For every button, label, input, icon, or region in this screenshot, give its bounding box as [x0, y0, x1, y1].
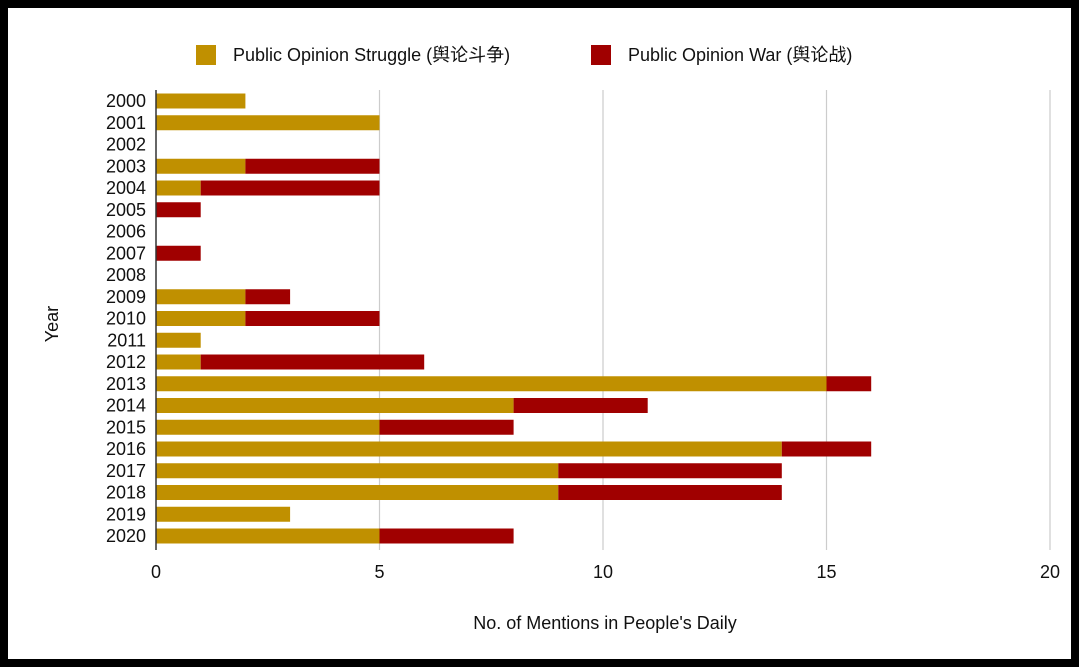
bar-struggle-2009 — [156, 289, 246, 305]
y-tick-label: 2019 — [106, 504, 146, 524]
bar-war-2007 — [156, 245, 201, 261]
y-tick-label: 2004 — [106, 178, 146, 198]
y-tick-label: 2010 — [106, 309, 146, 329]
bar-struggle-2020 — [156, 528, 380, 544]
legend-label-struggle: Public Opinion Struggle (舆论斗争) — [233, 45, 510, 65]
axes: 0 5 10 15 20 20002001200220032004200520062007… — [106, 90, 1060, 582]
x-tick-label: 20 — [1040, 562, 1060, 582]
bar-struggle-2017 — [156, 463, 559, 479]
x-tick-label: 10 — [593, 562, 613, 582]
bar-struggle-2000 — [156, 93, 246, 109]
y-tick-label: 2003 — [106, 156, 146, 176]
grid-lines — [378, 90, 1051, 550]
y-tick-label: 2000 — [106, 91, 146, 111]
bars — [156, 93, 872, 544]
legend-swatch-war — [591, 45, 611, 65]
bar-struggle-2012 — [156, 354, 201, 370]
y-tick-label: 2006 — [106, 222, 146, 242]
y-tick-label: 2017 — [106, 461, 146, 481]
y-tick-label: 2020 — [106, 526, 146, 546]
bar-war-2015 — [379, 419, 514, 435]
bar-struggle-2003 — [156, 158, 246, 174]
y-tick-label: 2016 — [106, 439, 146, 459]
bar-war-2005 — [156, 202, 201, 218]
bar-struggle-2004 — [156, 180, 201, 196]
y-tick-label: 2007 — [106, 243, 146, 263]
y-tick-label: 2002 — [106, 135, 146, 155]
bar-chart: 0 5 10 15 20 20002001200220032004200520062007… — [42, 45, 1060, 633]
bar-war-2010 — [245, 311, 380, 326]
y-tick-label: 2013 — [106, 374, 146, 394]
bar-war-2020 — [379, 528, 514, 544]
x-tick-label: 15 — [816, 562, 836, 582]
bar-struggle-2010 — [156, 311, 246, 326]
bar-war-2018 — [558, 485, 782, 500]
bar-struggle-2015 — [156, 419, 380, 435]
bar-struggle-2014 — [156, 398, 514, 413]
y-tick-label: 2008 — [106, 265, 146, 285]
bar-struggle-2011 — [156, 332, 201, 348]
y-tick-label: 2001 — [106, 113, 146, 133]
bar-struggle-2018 — [156, 485, 559, 500]
bar-war-2017 — [558, 463, 782, 479]
x-axis-title: No. of Mentions in People's Daily — [473, 613, 737, 633]
y-tick-label: 2015 — [106, 417, 146, 437]
bar-struggle-2013 — [156, 376, 827, 392]
x-tick-label: 5 — [374, 562, 384, 582]
bar-war-2016 — [781, 441, 872, 457]
x-tick-label: 0 — [151, 562, 161, 582]
bar-war-2012 — [200, 354, 425, 370]
legend-swatch-struggle — [196, 45, 216, 65]
bar-war-2013 — [826, 376, 872, 392]
bar-war-2003 — [245, 158, 380, 174]
y-tick-label: 2005 — [106, 200, 146, 220]
y-axis-title: Year — [42, 306, 62, 342]
y-tick-label: 2014 — [106, 396, 146, 416]
y-tick-label: 2012 — [106, 352, 146, 372]
legend-label-war: Public Opinion War (舆论战) — [628, 45, 852, 65]
bar-struggle-2001 — [156, 115, 380, 131]
bar-struggle-2019 — [156, 506, 291, 522]
legend: Public Opinion Struggle (舆论斗争) Public Opi… — [196, 45, 852, 65]
chart-frame: 0 5 10 15 20 2000 2001 2002 2003 2004 2005 2006 2007… — [8, 8, 1071, 659]
y-tick-label: 2018 — [106, 483, 146, 503]
bar-war-2014 — [513, 398, 648, 413]
bar-struggle-2016 — [156, 441, 782, 457]
bar-war-2004 — [200, 180, 380, 196]
bar-war-2009 — [245, 289, 291, 305]
y-tick-label: 2009 — [106, 287, 146, 307]
y-tick-label: 2011 — [107, 330, 146, 350]
